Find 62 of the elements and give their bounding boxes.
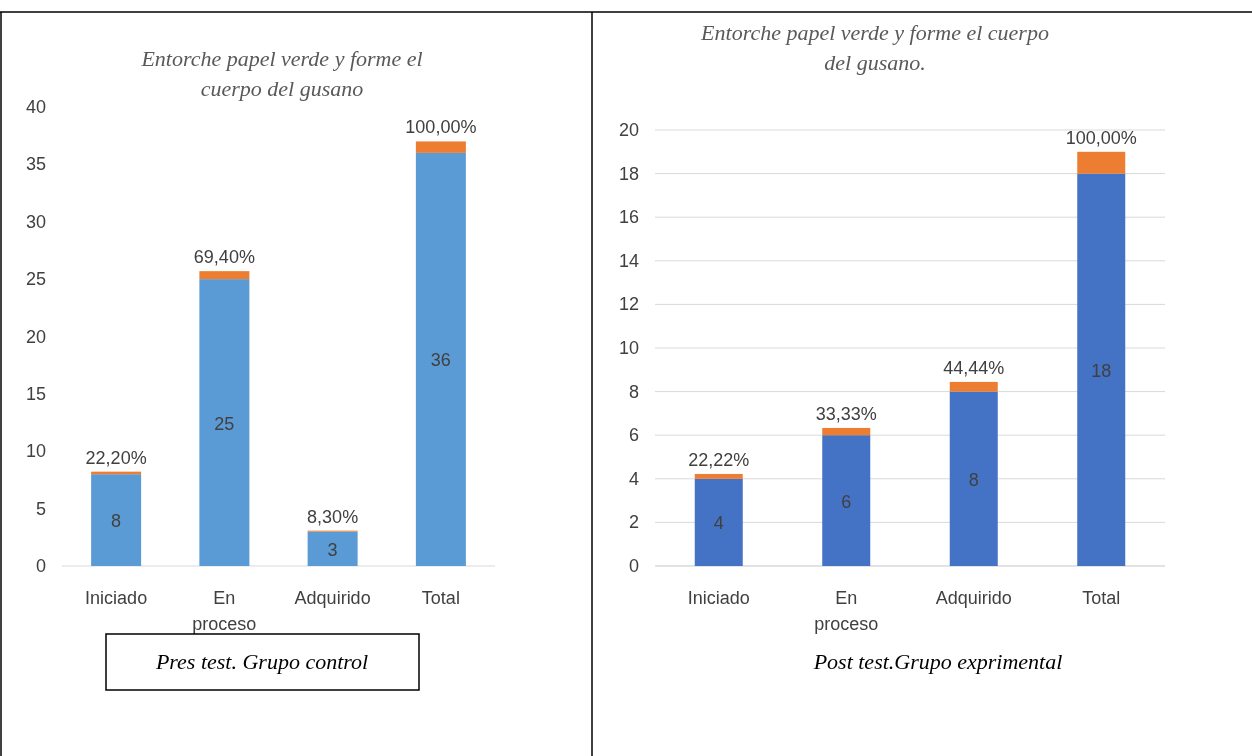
bar — [694, 473, 743, 479]
bar — [949, 391, 998, 566]
y-tick-label: 10 — [25, 441, 46, 462]
y-tick-label: 12 — [618, 294, 639, 315]
data-label: 3 — [327, 539, 338, 560]
data-label: 8 — [968, 469, 979, 490]
bar — [91, 474, 142, 566]
y-tick-label: 30 — [25, 211, 46, 232]
y-tick-label: 4 — [628, 468, 639, 489]
y-tick-label: 14 — [618, 250, 639, 271]
y-tick-label: 20 — [618, 120, 639, 140]
data-label: 18 — [1091, 360, 1112, 381]
data-label: 25 — [214, 413, 235, 434]
y-tick-label: 8 — [628, 381, 639, 402]
data-label: 4 — [713, 513, 724, 534]
data-label: 36 — [430, 350, 451, 371]
bar — [199, 279, 250, 566]
data-label: 8,30% — [307, 506, 359, 527]
data-label: 33,33% — [815, 403, 877, 424]
x-tick-label: Iniciado — [85, 588, 148, 608]
y-tick-label: 16 — [618, 207, 639, 228]
text: Pres test. Grupo control — [154, 649, 369, 674]
data-label: 69,40% — [193, 247, 255, 268]
y-tick-label: 10 — [618, 338, 639, 358]
bar — [1077, 173, 1126, 566]
bar — [694, 478, 743, 566]
x-tick-label: Total — [1082, 588, 1121, 608]
y-tick-label: 2 — [628, 512, 639, 533]
y-tick-label: 35 — [25, 154, 46, 175]
bar — [415, 152, 466, 566]
y-tick-label: 6 — [628, 425, 639, 446]
x-tick-label: Adquirido — [294, 588, 371, 608]
bar — [822, 435, 871, 566]
y-tick-label: 18 — [618, 163, 639, 184]
data-label: 8 — [111, 511, 122, 532]
bar — [822, 427, 871, 436]
data-label: 22,22% — [688, 449, 750, 470]
y-tick-label: 20 — [25, 326, 46, 347]
x-tick-label: Adquirido — [935, 588, 1012, 608]
y-tick-label: 5 — [35, 498, 46, 519]
y-tick-label: 25 — [25, 269, 46, 290]
data-label: 100,00% — [405, 117, 477, 138]
y-tick-label: 15 — [25, 383, 46, 404]
bar — [949, 381, 998, 392]
bar — [415, 141, 466, 153]
data-label: 100,00% — [1065, 127, 1137, 148]
x-tick-label: Total — [421, 588, 460, 608]
y-tick-label: 0 — [628, 556, 639, 576]
x-tick-label: En proceso — [814, 588, 879, 634]
chart-title: Entorche papel verde y forme el cuerpo del gusano — [140, 46, 423, 101]
bar — [307, 531, 358, 566]
chart-title: Entorche papel verde y forme el cuerpo del gusano. — [700, 20, 1049, 75]
x-tick-label: Iniciado — [687, 588, 750, 608]
data-label: 44,44% — [943, 357, 1005, 378]
y-tick-label: 0 — [35, 556, 46, 576]
bar — [1077, 151, 1126, 174]
bar — [199, 271, 250, 280]
data-label: 22,20% — [85, 447, 147, 468]
data-label: 6 — [841, 491, 852, 512]
x-tick-label: En proceso — [192, 588, 257, 634]
y-tick-label: 40 — [25, 97, 46, 117]
text: Post test.Grupo exprimental — [812, 649, 1063, 674]
